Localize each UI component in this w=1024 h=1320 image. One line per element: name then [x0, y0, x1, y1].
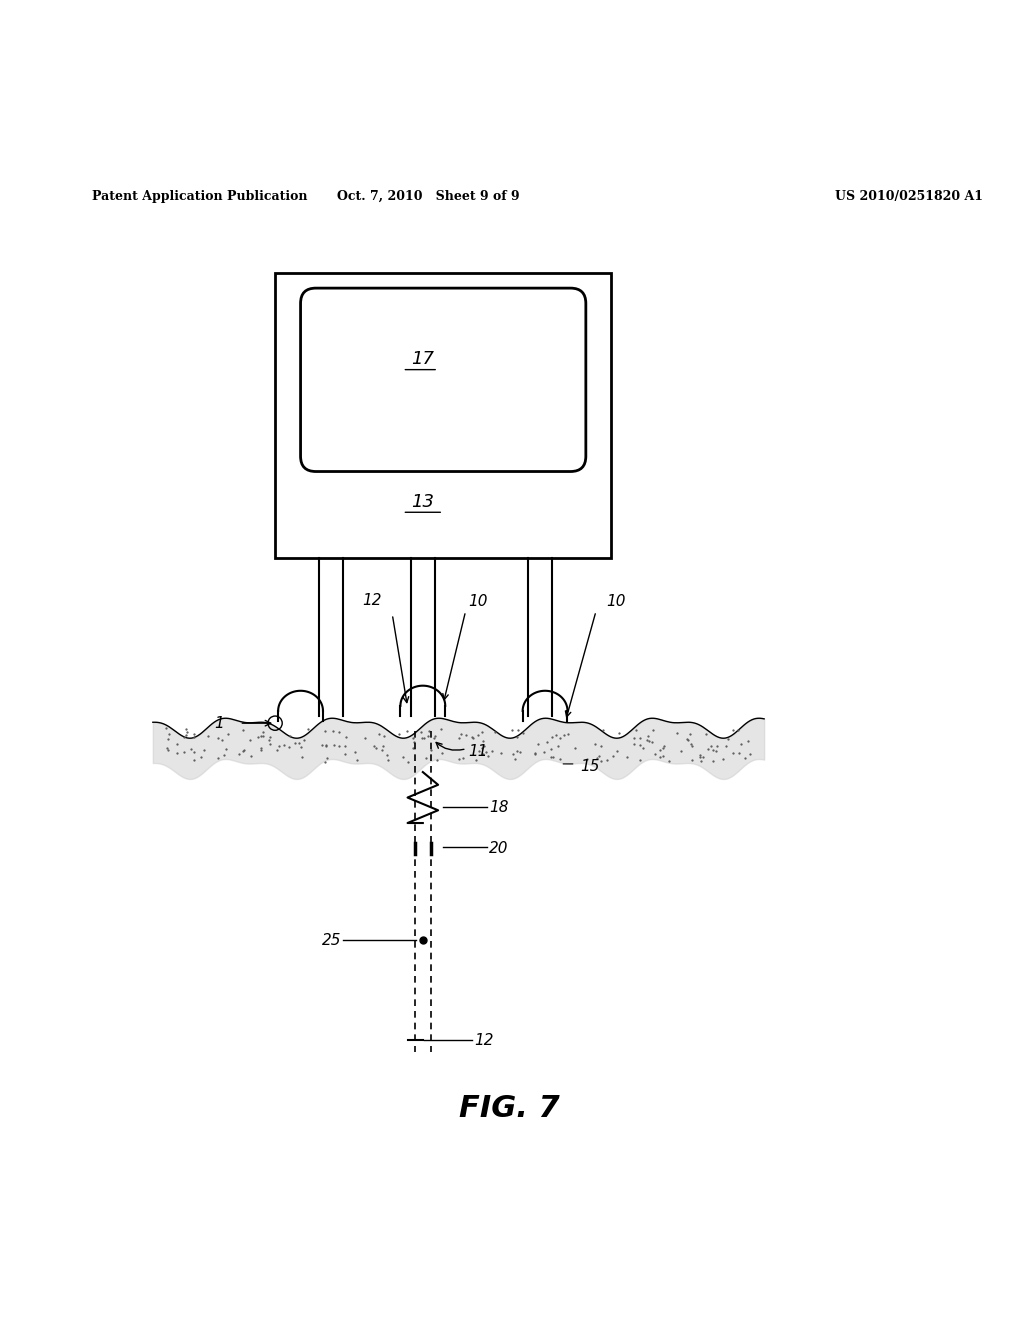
- Text: 1: 1: [214, 715, 224, 731]
- Text: FIG. 7: FIG. 7: [459, 1094, 560, 1123]
- Text: Oct. 7, 2010   Sheet 9 of 9: Oct. 7, 2010 Sheet 9 of 9: [337, 190, 519, 203]
- Text: 20: 20: [489, 841, 509, 855]
- Text: Patent Application Publication: Patent Application Publication: [92, 190, 307, 203]
- FancyBboxPatch shape: [301, 288, 586, 471]
- Text: 10: 10: [469, 594, 488, 610]
- Text: 25: 25: [322, 933, 341, 948]
- Text: 17: 17: [412, 350, 434, 368]
- FancyBboxPatch shape: [275, 273, 611, 558]
- Text: 12: 12: [362, 594, 382, 609]
- Text: 11: 11: [469, 744, 488, 759]
- Text: 13: 13: [412, 494, 434, 511]
- Text: 10: 10: [606, 594, 626, 610]
- Text: 12: 12: [474, 1032, 494, 1048]
- Text: US 2010/0251820 A1: US 2010/0251820 A1: [836, 190, 983, 203]
- Text: 15: 15: [581, 759, 600, 775]
- Text: 18: 18: [489, 800, 509, 816]
